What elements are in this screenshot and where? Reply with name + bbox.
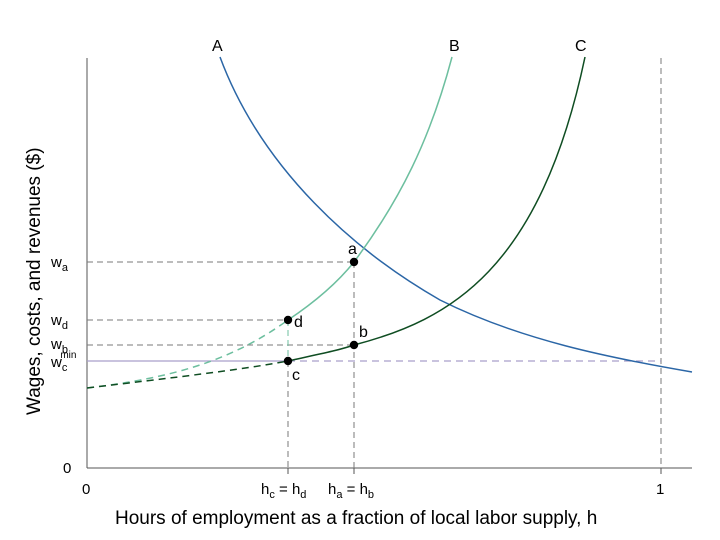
x-tick-ha-hb-label: ha = hb <box>328 481 374 501</box>
point-a-marker <box>349 257 359 267</box>
point-c-marker <box>283 356 293 366</box>
point-d-label: d <box>294 314 303 331</box>
x-tick-hc-hd-label: hc = hd <box>261 481 306 501</box>
point-b-label: b <box>359 324 368 341</box>
curve-b-label: B <box>449 38 460 55</box>
point-d-marker <box>283 315 293 325</box>
curve-c <box>287 56 586 362</box>
curve-b-dashed <box>86 319 289 389</box>
curve-c-label: C <box>575 38 587 55</box>
y-tick-wd: wd <box>50 312 68 332</box>
guide-lines <box>87 58 662 468</box>
y-tick-wa: wa <box>50 254 69 274</box>
point-a-label: a <box>348 241 357 258</box>
y-axis-title: Wages, costs, and revenues ($) <box>24 147 45 415</box>
curve-a-label: A <box>212 38 223 55</box>
point-c-label: c <box>292 367 300 384</box>
y-tick-wc-min: wcmin <box>50 350 76 374</box>
x-tick-zero-label: 0 <box>82 481 90 498</box>
x-axis-title: Hours of employment as a fraction of loc… <box>115 508 597 529</box>
point-b-marker <box>349 340 359 350</box>
x-tick-one-label: 1 <box>656 481 664 498</box>
curve-c-dashed <box>86 360 289 389</box>
y-tick-zero: 0 <box>63 460 71 477</box>
curve-b <box>287 56 453 321</box>
curve-a <box>219 56 693 373</box>
y-tick-wb: wb <box>50 336 68 356</box>
